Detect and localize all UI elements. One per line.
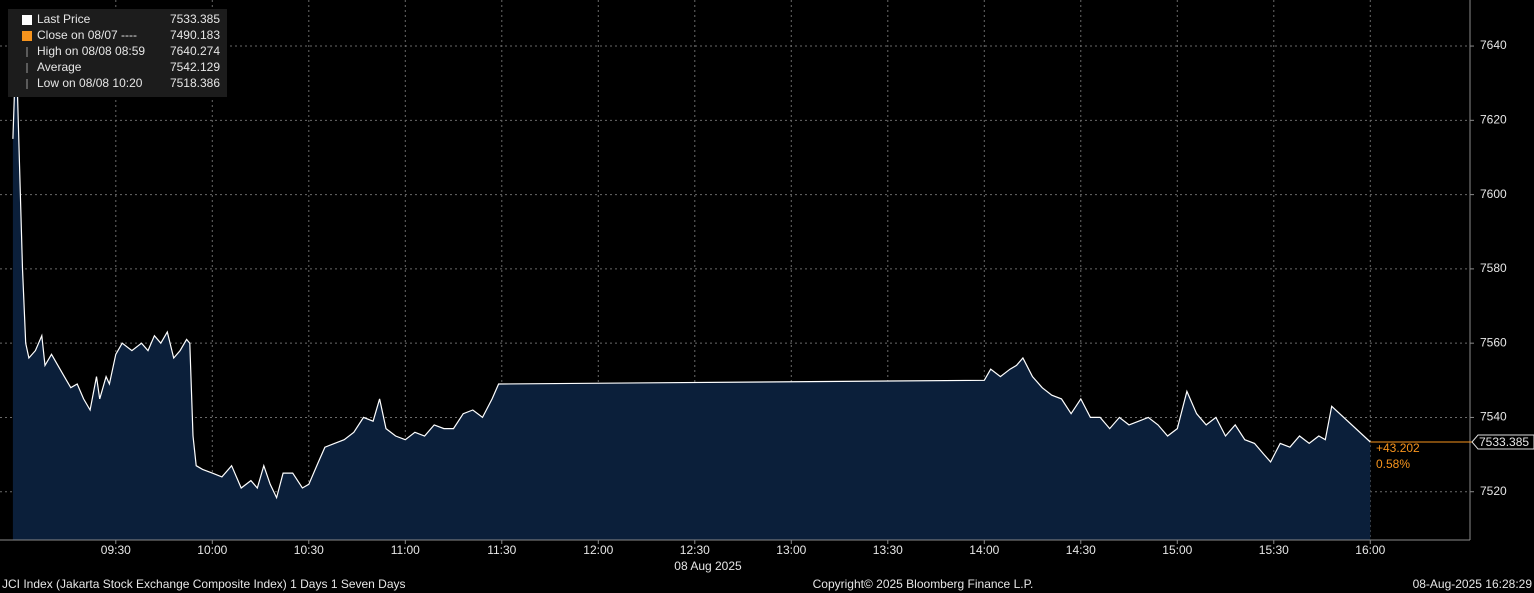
legend-box <box>8 9 227 97</box>
x-tick-label: 11:30 <box>487 543 516 557</box>
legend-value: 7518.386 <box>170 76 220 90</box>
legend-label: Low on 08/08 10:20 <box>37 76 143 90</box>
x-tick-label: 11:00 <box>391 543 420 557</box>
last-price-tag-label: 7533.385 <box>1479 435 1529 449</box>
x-tick-label: 12:30 <box>680 543 710 557</box>
legend-label: Close on 08/07 ---- <box>37 28 137 42</box>
legend-swatch <box>22 15 32 25</box>
y-tick-label: 7620 <box>1480 113 1507 127</box>
y-tick-label: 7540 <box>1480 410 1507 424</box>
legend-value: 7640.274 <box>170 44 220 58</box>
last-price-tag <box>1471 434 1534 450</box>
x-tick-label: 15:00 <box>1162 543 1192 557</box>
x-tick-label: 09:30 <box>101 543 131 557</box>
legend-value: 7533.385 <box>170 12 220 26</box>
legend-label: Average <box>37 60 82 74</box>
x-tick-label: 13:00 <box>776 543 806 557</box>
legend-label: Last Price <box>37 12 91 26</box>
y-tick-label: 7560 <box>1480 335 1507 349</box>
y-tick-label: 7600 <box>1480 187 1507 201</box>
x-tick-label: 12:00 <box>583 543 613 557</box>
y-tick-label: 7520 <box>1480 484 1507 498</box>
price-area <box>12 45 1371 540</box>
legend-value: 7490.183 <box>170 28 220 42</box>
x-tick-label: 14:00 <box>969 543 999 557</box>
x-sublabel: 08 Aug 2025 <box>674 559 742 573</box>
x-tick-label: 16:00 <box>1355 543 1385 557</box>
legend-value: 7542.129 <box>170 60 220 74</box>
x-tick-label: 10:00 <box>197 543 227 557</box>
x-tick-label: 13:30 <box>873 543 903 557</box>
change-pct-label: 0.58% <box>1376 457 1410 471</box>
price-line <box>12 44 1371 500</box>
footer-right: 08-Aug-2025 16:28:29 <box>1413 577 1533 591</box>
footer-left: JCI Index (Jakarta Stock Exchange Compos… <box>2 577 406 591</box>
y-tick-label: 7580 <box>1480 261 1507 275</box>
x-tick-label: 10:30 <box>294 543 324 557</box>
x-tick-label: 15:30 <box>1259 543 1289 557</box>
y-tick-label: 7640 <box>1480 38 1507 52</box>
change-label: +43.202 <box>1376 441 1420 455</box>
legend-label: High on 08/08 08:59 <box>37 44 145 58</box>
footer-center: Copyright© 2025 Bloomberg Finance L.P. <box>813 577 1034 591</box>
legend-swatch <box>22 31 32 41</box>
x-tick-label: 14:30 <box>1066 543 1096 557</box>
